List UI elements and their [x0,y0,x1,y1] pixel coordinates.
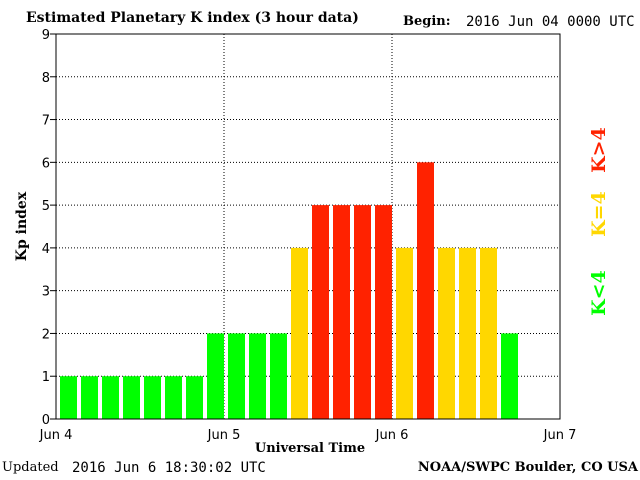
x-axis-label: Universal Time [255,441,365,456]
kp-bar [144,376,161,419]
kp-bar [333,205,350,419]
y-tick-label: 2 [42,327,50,342]
y-tick-label: 7 [42,114,50,129]
kp-bar [81,376,98,419]
legend-equal: K=4 [588,191,610,237]
kp-bar [165,376,182,419]
kp-bar [438,247,455,419]
begin-value: 2016 Jun 04 0000 UTC [466,14,635,30]
kp-bar [186,376,203,419]
plot-frame [55,33,561,420]
kp-bar [249,333,266,419]
kp-bar [459,247,476,419]
y-axis-label: Kp index [14,191,30,261]
legend-low: K<4 [588,270,610,316]
kp-bar [270,333,287,419]
kp-bar [375,205,392,419]
kp-bar [291,247,308,419]
y-tick-label: 5 [42,199,50,214]
kp-bar [60,376,77,419]
kp-bar [354,205,371,419]
kp-bar [207,333,224,419]
y-tick-label: 8 [42,71,50,86]
x-tick-label: Jun 5 [207,428,241,443]
kp-bar [123,376,140,419]
kp-bar [501,333,518,419]
legend-high: K>4 [588,127,610,173]
y-tick-label: 6 [42,156,50,171]
kp-bar [312,205,329,419]
kp-bar [480,247,497,419]
kp-bar [228,333,245,419]
updated-label: Updated [2,460,59,475]
x-tick-label: Jun 7 [543,428,577,443]
y-tick-label: 9 [42,28,50,43]
x-tick-label: Jun 6 [375,428,409,443]
y-tick-label: 4 [42,242,50,257]
y-tick-label: 1 [42,370,50,385]
kp-bar [396,247,413,419]
chart-title: Estimated Planetary K index (3 hour data… [26,10,359,26]
y-tick-label: 0 [42,413,50,428]
source-label: NOAA/SWPC Boulder, CO USA [417,460,638,475]
y-tick-label: 3 [42,285,50,300]
begin-label: Begin: [403,14,451,29]
kp-bar [102,376,119,419]
updated-value: 2016 Jun 6 18:30:02 UTC [72,460,266,476]
kp-bar [417,162,434,420]
x-tick-label: Jun 4 [39,428,73,443]
